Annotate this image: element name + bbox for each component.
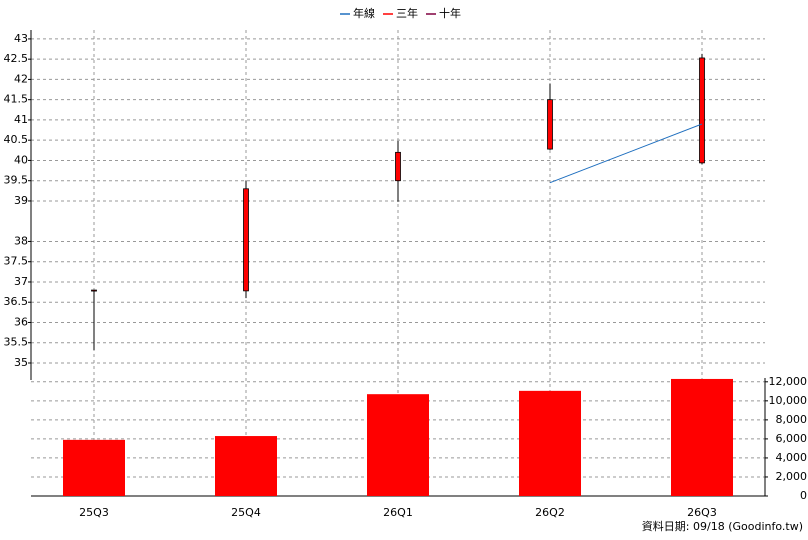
x-tick-label: 26Q2 bbox=[535, 506, 565, 519]
y-tick-label: 35.5 bbox=[4, 336, 29, 349]
y2-tick-label: 6,000 bbox=[776, 432, 808, 445]
volume-bar bbox=[215, 436, 277, 496]
y-tick-label: 40 bbox=[14, 153, 28, 166]
y-tick-label: 41.5 bbox=[4, 93, 29, 106]
candle-body bbox=[699, 57, 705, 164]
y2-tick-label: 0 bbox=[800, 489, 807, 502]
source-note: 資料日期: 09/18 (Goodinfo.tw) bbox=[642, 519, 803, 533]
y-tick-label: 41 bbox=[14, 113, 28, 126]
candle-body bbox=[91, 289, 97, 292]
candle-body bbox=[395, 151, 401, 182]
y-tick-label: 40.5 bbox=[4, 133, 29, 146]
legend-label: 三年 bbox=[396, 6, 418, 20]
y2-tick-label: 4,000 bbox=[776, 451, 808, 464]
y-tick-label: 36 bbox=[14, 315, 28, 328]
y-tick-label: 36.5 bbox=[4, 295, 29, 308]
volume-bar bbox=[671, 378, 733, 496]
y-tick-label: 38 bbox=[14, 234, 28, 247]
volume-bar bbox=[519, 390, 581, 496]
y2-tick-label: 12,000 bbox=[769, 375, 808, 388]
y2-tick-label: 2,000 bbox=[776, 470, 808, 483]
volume-bar bbox=[367, 394, 429, 496]
y-tick-label: 39 bbox=[14, 194, 28, 207]
x-tick-label: 26Q3 bbox=[687, 506, 717, 519]
line-series bbox=[549, 123, 703, 184]
candle-body bbox=[547, 99, 553, 150]
volume-bar bbox=[63, 439, 125, 496]
y2-tick-label: 10,000 bbox=[769, 394, 808, 407]
y-tick-label: 42 bbox=[14, 72, 28, 85]
x-tick-label: 26Q1 bbox=[383, 506, 413, 519]
x-tick-label: 25Q4 bbox=[231, 506, 261, 519]
legend-label: 年線 bbox=[353, 6, 375, 20]
legend-label: 十年 bbox=[439, 6, 461, 20]
candle-body bbox=[243, 188, 249, 292]
y-tick-label: 43 bbox=[14, 32, 28, 45]
x-tick-label: 25Q3 bbox=[79, 506, 109, 519]
y-tick-label: 35 bbox=[14, 356, 28, 369]
y-tick-label: 39.5 bbox=[4, 174, 29, 187]
y-tick-label: 42.5 bbox=[4, 52, 29, 65]
y-tick-label: 37 bbox=[14, 275, 28, 288]
y2-tick-label: 8,000 bbox=[776, 413, 808, 426]
y-tick-label: 37.5 bbox=[4, 255, 29, 268]
